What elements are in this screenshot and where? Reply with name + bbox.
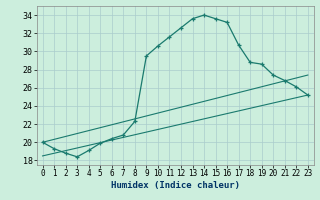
X-axis label: Humidex (Indice chaleur): Humidex (Indice chaleur) (111, 181, 240, 190)
